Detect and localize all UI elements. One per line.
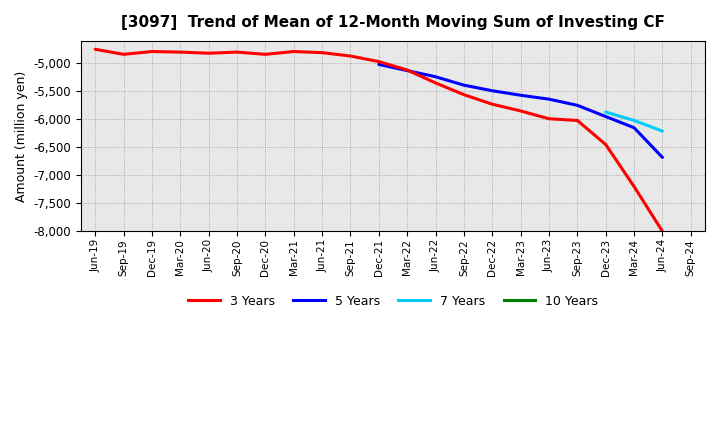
Title: [3097]  Trend of Mean of 12-Month Moving Sum of Investing CF: [3097] Trend of Mean of 12-Month Moving … — [121, 15, 665, 30]
Legend: 3 Years, 5 Years, 7 Years, 10 Years: 3 Years, 5 Years, 7 Years, 10 Years — [184, 290, 603, 313]
Y-axis label: Amount (million yen): Amount (million yen) — [15, 70, 28, 202]
